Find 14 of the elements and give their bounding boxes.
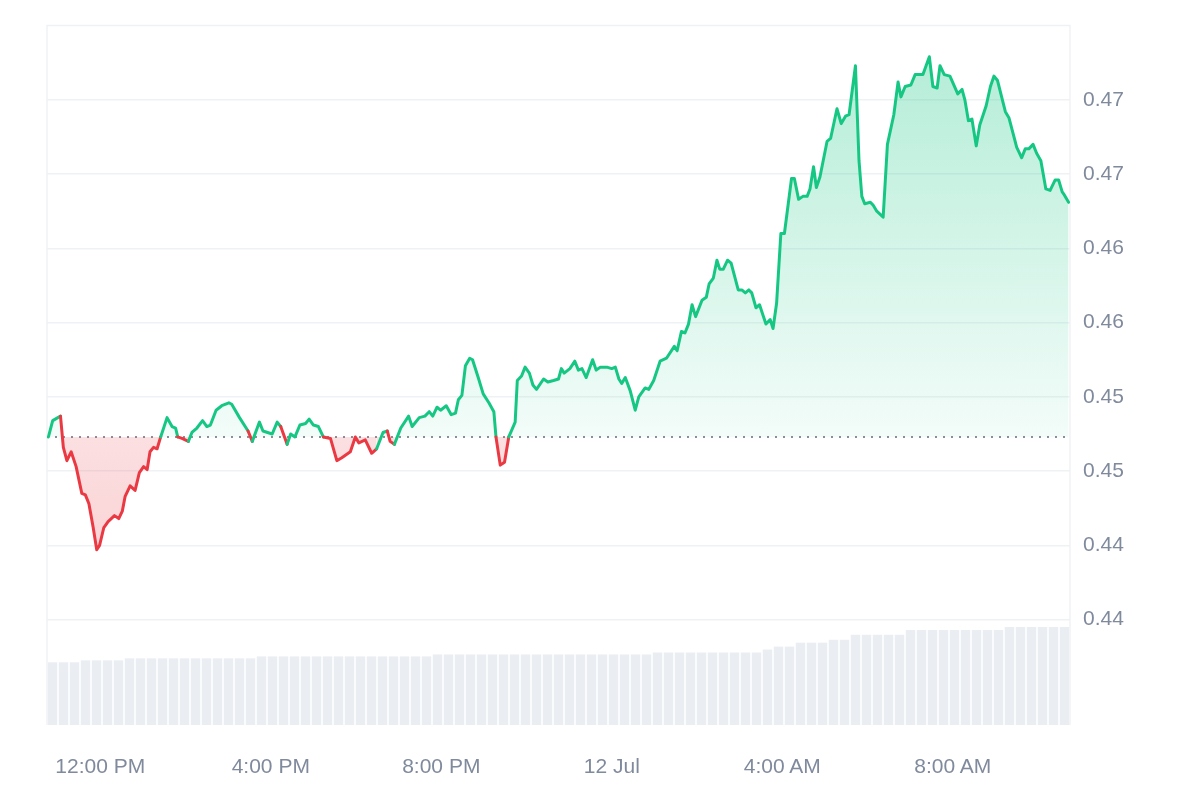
y-tick-label: 0.44 <box>1083 532 1125 556</box>
y-tick-label: 0.44 <box>1083 606 1125 630</box>
x-tick-label: 4:00 PM <box>231 754 310 778</box>
y-tick-label: 0.45 <box>1083 383 1124 407</box>
y-tick-label: 0.47 <box>1083 160 1124 184</box>
y-tick-label: 0.45 <box>1083 457 1124 481</box>
y-tick-label: 0.46 <box>1083 235 1124 259</box>
x-tick-label: 12 Jul <box>583 754 640 778</box>
y-tick-label: 0.47 <box>1083 86 1124 110</box>
x-tick-label: 8:00 AM <box>914 754 992 778</box>
x-tick-label: 8:00 PM <box>402 754 481 778</box>
x-tick-label: 12:00 PM <box>55 754 146 778</box>
x-tick-label: 4:00 AM <box>743 754 821 778</box>
y-tick-label: 0.46 <box>1083 309 1124 333</box>
